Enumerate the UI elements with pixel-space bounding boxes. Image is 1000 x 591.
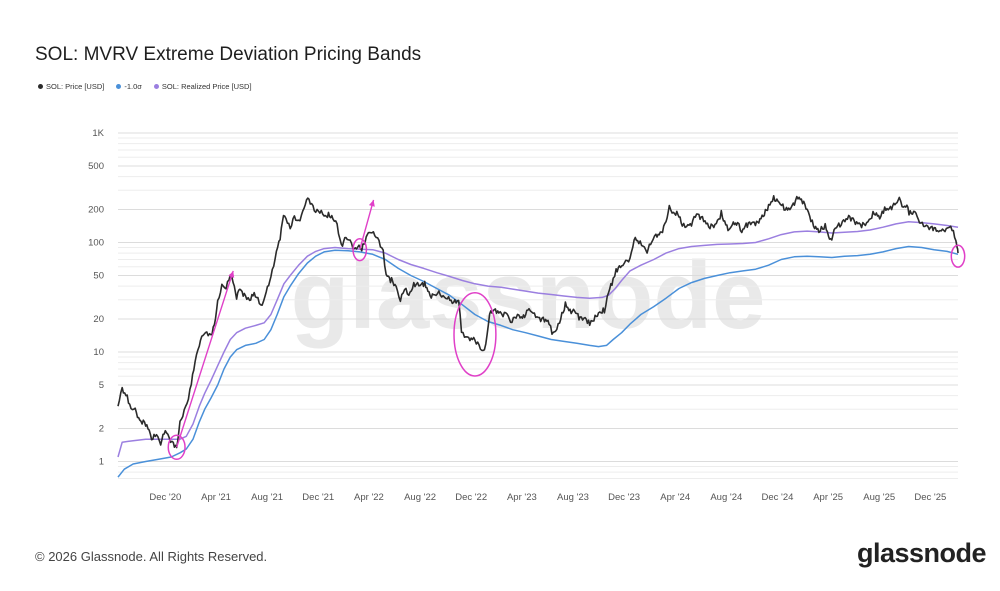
y-tick-label: 2 (99, 424, 104, 435)
series-line-1-0 (117, 245, 959, 478)
x-tick-label: Apr '22 (354, 492, 384, 503)
legend-item[interactable]: SOL: Price [USD] (38, 82, 104, 91)
x-tick-label: Dec '20 (149, 492, 181, 503)
series-line-sol-price-usd (117, 195, 959, 449)
annotation-circle (453, 291, 497, 377)
annotation-arrow-line (175, 270, 234, 448)
x-tick-label: Apr '21 (201, 492, 231, 503)
glassnode-logo: glassnode (856, 538, 987, 568)
x-tick-label: Apr '24 (660, 492, 690, 503)
x-tick-label: Aug '25 (863, 492, 895, 503)
legend-swatch (38, 84, 43, 89)
y-tick-label: 5 (99, 380, 104, 391)
x-tick-label: Aug '23 (557, 492, 589, 503)
y-tick-label: 1 (99, 457, 104, 468)
x-tick-label: Aug '24 (710, 492, 742, 503)
annotation-arrow-head (368, 199, 375, 207)
y-tick-label: 100 (88, 238, 104, 249)
y-tick-label: 500 (88, 161, 104, 172)
legend-item[interactable]: -1.0σ (116, 82, 142, 91)
y-tick-label: 50 (93, 270, 104, 281)
annotation-arrow-line (359, 199, 375, 250)
x-tick-label: Dec '21 (302, 492, 334, 503)
annotation-circle (167, 434, 186, 461)
x-tick-label: Dec '23 (608, 492, 640, 503)
legend-swatch (116, 84, 122, 89)
x-tick-label: Aug '21 (251, 492, 283, 503)
legend: SOL: Price [USD] -1.0σ SOL: Realized Price… (38, 82, 252, 91)
annotation-arrow-head (228, 270, 235, 278)
legend-item[interactable]: SOL: Realized Price [USD] (153, 82, 252, 91)
annotation-circle (352, 237, 368, 262)
legend-label: -1.0σ (124, 82, 142, 91)
x-tick-label: Apr '23 (507, 492, 537, 503)
y-tick-label: 10 (93, 347, 104, 358)
x-tick-label: Dec '22 (455, 492, 487, 503)
legend-label: SOL: Realized Price [USD] (161, 82, 252, 91)
y-tick-label: 1K (92, 128, 104, 139)
x-tick-label: Dec '24 (761, 492, 793, 503)
x-tick-label: Aug '22 (404, 492, 436, 503)
series-line-sol-realized-price-usd (117, 220, 959, 458)
legend-swatch (153, 84, 159, 89)
copyright-footer: © 2026 Glassnode. All Rights Reserved. (35, 549, 268, 564)
annotation-circle (950, 244, 966, 268)
y-tick-label: 20 (93, 314, 104, 325)
chart-title: SOL: MVRV Extreme Deviation Pricing Band… (35, 44, 422, 65)
x-tick-label: Apr '25 (813, 492, 843, 503)
y-tick-label: 200 (88, 205, 104, 216)
legend-label: SOL: Price [USD] (46, 82, 105, 91)
x-tick-label: Dec '25 (914, 492, 946, 503)
